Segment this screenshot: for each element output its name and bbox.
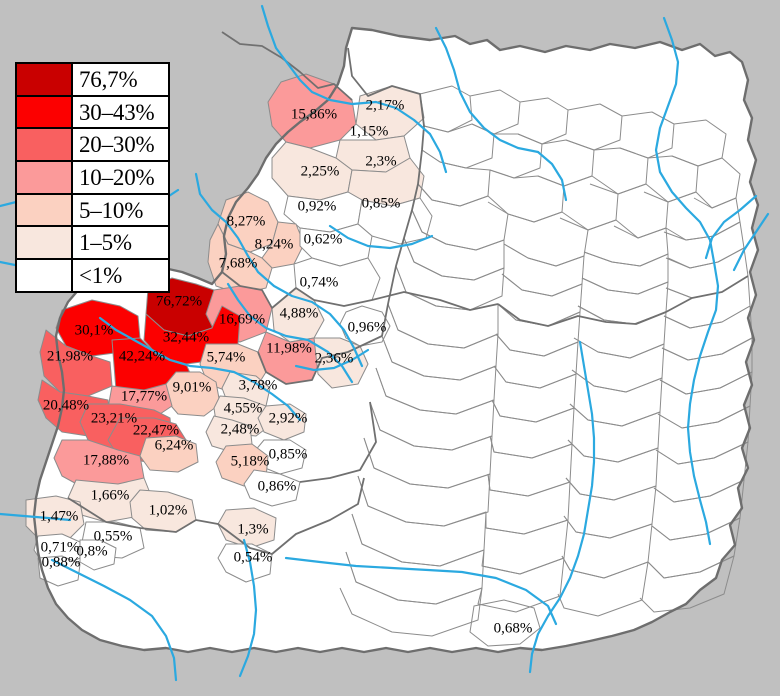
district-value-label: 0,96%	[348, 319, 387, 335]
district-d45	[37, 555, 81, 587]
legend-row: 76,7%	[17, 64, 168, 97]
district-value-label: 21,98%	[47, 348, 93, 364]
district-value-label: 16,69%	[219, 311, 265, 327]
country-body	[34, 28, 758, 652]
district-value-labels: 15,86% 2,17% 1,15% 2,25% 2,3% 0,92% 0,85% 8,27%…	[40, 97, 533, 636]
legend-swatch	[17, 227, 73, 259]
legend-swatch	[17, 96, 73, 128]
legend-row: <1%	[17, 260, 168, 291]
district-value-label: 30,1%	[75, 322, 114, 338]
district-value-label: 5,74%	[207, 349, 246, 365]
district-value-label: 0,68%	[494, 620, 533, 636]
district-value-label: 20,48%	[43, 397, 89, 413]
district-value-label: 0,88%	[42, 554, 81, 570]
district-value-label: 15,86%	[291, 106, 337, 122]
district-value-label: 0,86%	[258, 478, 297, 494]
district-value-label: 0,8%	[76, 543, 107, 559]
legend-row: 5–10%	[17, 194, 168, 228]
district-value-label: 0,71%	[41, 539, 80, 555]
legend-label: 20–30%	[79, 132, 155, 158]
district-value-label: 4,88%	[280, 305, 319, 321]
district-value-label: 5,18%	[231, 453, 270, 469]
district-value-label: 0,55%	[94, 528, 133, 544]
legend-swatch	[17, 162, 73, 193]
district-value-label: 2,3%	[365, 153, 396, 169]
district-value-label: 11,98%	[266, 340, 312, 356]
district-value-label: 8,24%	[255, 236, 294, 252]
district-value-label: 0,62%	[304, 231, 343, 247]
district-value-label: 4,55%	[224, 400, 263, 416]
district-d33	[139, 435, 199, 473]
district-value-label: 42,24%	[119, 348, 165, 364]
rivers	[0, 4, 770, 682]
legend-row: 10–20%	[17, 162, 168, 195]
district-value-label: 1,15%	[350, 123, 389, 139]
district-value-label: 2,25%	[301, 163, 340, 179]
district-value-label: 7,68%	[219, 255, 258, 271]
legend-label: 1–5%	[79, 230, 132, 256]
district-value-label: 23,21%	[91, 410, 137, 426]
district-value-label: 0,92%	[298, 198, 337, 214]
district-d47	[469, 599, 541, 647]
legend-label: 10–20%	[79, 164, 155, 190]
district-value-label: 2,17%	[366, 97, 405, 113]
district-value-label: 17,77%	[121, 388, 167, 404]
district-d44	[79, 539, 117, 571]
district-value-label: 1,66%	[91, 487, 130, 503]
district-value-label: 3,78%	[239, 377, 278, 393]
district-value-label: 2,36%	[315, 350, 354, 366]
district-value-label: 2,92%	[269, 410, 308, 426]
legend: 76,7% 30–43% 20–30% 10–20% 5–10% 1–5% <1…	[15, 62, 170, 293]
country-fill	[34, 28, 758, 652]
district-value-label: 17,88%	[83, 452, 129, 468]
district-value-label: 1,3%	[237, 521, 268, 537]
district-d46	[217, 543, 273, 583]
district-value-label: 9,01%	[173, 379, 212, 395]
legend-row: 20–30%	[17, 129, 168, 163]
legend-swatch	[17, 64, 73, 95]
district-value-label: 76,72%	[156, 293, 202, 309]
legend-swatch	[17, 129, 73, 161]
district-value-label: 0,54%	[234, 549, 273, 565]
legend-label: 5–10%	[79, 197, 144, 223]
legend-swatch	[17, 260, 73, 291]
district-value-label: 0,85%	[269, 446, 308, 462]
oblast-borders	[67, 47, 749, 555]
legend-label: <1%	[79, 262, 123, 288]
district-d41	[217, 507, 277, 549]
legend-row: 1–5%	[17, 227, 168, 261]
district-value-label: 32,44%	[163, 329, 209, 345]
district-value-label: 0,85%	[362, 195, 401, 211]
legend-swatch	[17, 194, 73, 226]
legend-row: 30–43%	[17, 96, 168, 130]
district-value-label: 1,47%	[40, 508, 79, 524]
district-value-label: 2,48%	[221, 421, 260, 437]
district-value-label: 22,47%	[133, 422, 179, 438]
eastern-district-borders	[339, 85, 753, 637]
district-value-label: 1,02%	[149, 502, 188, 518]
legend-label: 30–43%	[79, 99, 155, 125]
legend-label: 76,7%	[79, 66, 138, 92]
district-d37	[243, 469, 301, 507]
district-value-label: 6,24%	[155, 437, 194, 453]
district-value-label: 0,74%	[300, 274, 339, 290]
district-value-label: 8,27%	[227, 213, 266, 229]
